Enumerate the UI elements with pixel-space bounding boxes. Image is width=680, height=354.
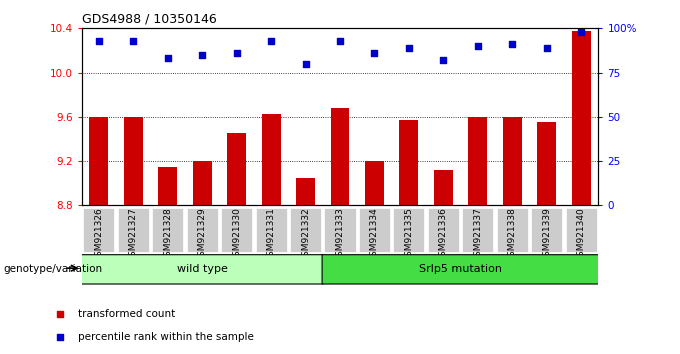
Text: genotype/variation: genotype/variation [3,264,103,274]
Point [390,229,401,235]
Text: Srlp5 mutation: Srlp5 mutation [419,264,502,274]
FancyBboxPatch shape [187,208,218,252]
Point [231,50,242,56]
FancyBboxPatch shape [566,208,596,252]
Point [163,56,173,61]
FancyBboxPatch shape [84,208,114,252]
FancyBboxPatch shape [531,208,562,252]
Point [541,45,552,51]
FancyBboxPatch shape [322,255,599,284]
Point [507,41,517,47]
Point [473,43,483,49]
Bar [434,170,453,205]
Bar [192,161,211,205]
Text: wild type: wild type [177,264,228,274]
FancyBboxPatch shape [81,255,324,284]
Point [266,38,277,44]
Point [369,50,380,56]
Bar [572,30,591,205]
Text: GSM921333: GSM921333 [335,207,345,262]
FancyBboxPatch shape [256,208,286,252]
Text: GSM921337: GSM921337 [473,207,482,262]
FancyBboxPatch shape [118,208,149,252]
Text: GSM921326: GSM921326 [95,207,103,262]
Point [576,29,587,35]
Point [197,52,207,58]
Text: GSM921328: GSM921328 [163,207,172,262]
FancyBboxPatch shape [462,208,493,252]
Point [300,61,311,67]
Bar [537,122,556,205]
Bar [89,117,108,205]
Point [335,38,345,44]
Bar [227,133,246,205]
Point [93,38,104,44]
Point [403,45,414,51]
Text: GSM921339: GSM921339 [542,207,551,262]
Bar [158,167,177,205]
Text: GSM921332: GSM921332 [301,207,310,262]
FancyBboxPatch shape [221,208,252,252]
Point [128,38,139,44]
Text: GDS4988 / 10350146: GDS4988 / 10350146 [82,13,216,26]
FancyBboxPatch shape [290,208,321,252]
Text: GSM921329: GSM921329 [198,207,207,262]
Text: GSM921336: GSM921336 [439,207,448,262]
Bar [399,120,418,205]
Bar [469,117,488,205]
Text: GSM921338: GSM921338 [508,207,517,262]
Text: GSM921340: GSM921340 [577,207,585,262]
Point [438,57,449,63]
Text: GSM921331: GSM921331 [267,207,275,262]
Bar [503,117,522,205]
Point [390,20,401,25]
Bar [330,108,350,205]
FancyBboxPatch shape [428,208,459,252]
Text: GSM921330: GSM921330 [232,207,241,262]
Text: GSM921327: GSM921327 [129,207,138,262]
FancyBboxPatch shape [152,208,183,252]
FancyBboxPatch shape [324,208,356,252]
FancyBboxPatch shape [359,208,390,252]
Bar [365,161,384,205]
Text: GSM921335: GSM921335 [405,207,413,262]
Text: transformed count: transformed count [78,309,175,319]
FancyBboxPatch shape [497,208,528,252]
Bar [124,117,143,205]
Bar [296,178,315,205]
FancyBboxPatch shape [394,208,424,252]
Text: GSM921334: GSM921334 [370,207,379,262]
Bar [262,114,281,205]
Text: percentile rank within the sample: percentile rank within the sample [78,332,254,342]
